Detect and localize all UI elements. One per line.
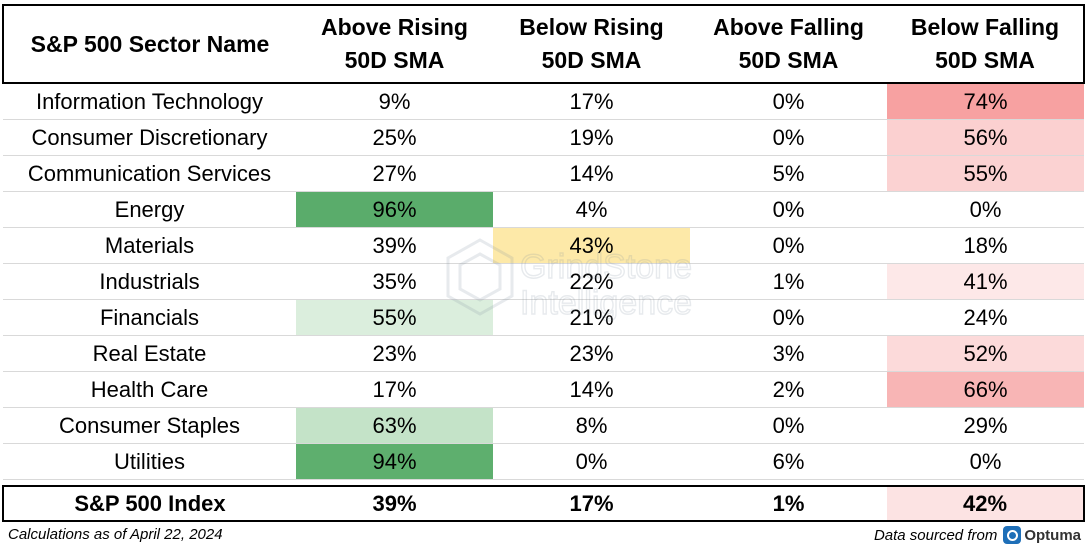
value-cell: 43% [493,227,690,264]
value-cell: 35% [296,263,493,300]
value-cell: 0% [887,443,1084,480]
table-row: Energy 96% 4% 0% 0% [3,191,1084,228]
value-cell: 5% [690,155,887,192]
value-cell: 66% [887,371,1084,408]
sector-name-cell: Industrials [3,263,296,300]
table-row: Consumer Discretionary 25% 19% 0% 56% [3,119,1084,156]
value-cell: 8% [493,407,690,444]
value-cell: 24% [887,299,1084,336]
column-header-line2: 50D SMA [738,47,839,73]
sector-name-cell: Communication Services [3,155,296,192]
value-cell: 18% [887,227,1084,264]
value-cell: 17% [493,485,690,522]
value-cell: 23% [493,335,690,372]
header-row: S&P 500 Sector Name Above Rising 50D SMA Be… [2,4,1085,84]
value-cell: 41% [887,263,1084,300]
column-header-4: Below Falling 50D SMA [887,4,1085,84]
value-cell: 63% [296,407,493,444]
table-row: Health Care 17% 14% 2% 66% [3,371,1084,408]
value-cell: 96% [296,191,493,228]
table-body: Information Technology 9% 17% 0% 74% Consumer… [2,83,1085,522]
column-header-line1: Below Falling [910,14,1060,40]
table-row: Materials 39% 43% 0% 18% [3,227,1084,264]
value-cell: 1% [690,263,887,300]
sector-name-cell: Consumer Staples [3,407,296,444]
value-cell: 0% [690,191,887,228]
value-cell: 0% [493,443,690,480]
value-cell: 19% [493,119,690,156]
value-cell: 56% [887,119,1084,156]
sector-name-cell: Energy [3,191,296,228]
column-header-line1: Above Falling [713,14,864,40]
column-header-line1: Below Rising [519,14,664,40]
footer: Calculations as of April 22, 2024 Data s… [4,526,1081,548]
sector-name-cell: Health Care [3,371,296,408]
sector-name-cell: Utilities [3,443,296,480]
value-cell: 0% [690,299,887,336]
value-cell: 0% [690,119,887,156]
value-cell: 39% [296,485,493,522]
value-cell: 39% [296,227,493,264]
value-cell: 55% [296,299,493,336]
sector-name-cell: Information Technology [3,83,296,120]
value-cell: 23% [296,335,493,372]
value-cell: 0% [690,407,887,444]
value-cell: 2% [690,371,887,408]
data-source-label: Data sourced from [873,526,998,544]
column-header-line1: S&P 500 Sector Name [30,30,270,57]
value-cell: 0% [690,227,887,264]
value-cell: 25% [296,119,493,156]
value-cell: 17% [493,83,690,120]
sector-name-cell: Materials [3,227,296,264]
value-cell: 74% [887,83,1084,120]
sector-name-cell: Consumer Discretionary [3,119,296,156]
column-header-2: Below Rising 50D SMA [493,4,690,84]
table-row: Consumer Staples 63% 8% 0% 29% [3,407,1084,444]
optuma-logo-icon [1003,526,1022,544]
value-cell: 22% [493,263,690,300]
value-cell: 42% [887,485,1085,522]
column-header-0: S&P 500 Sector Name [2,4,296,84]
column-header-3: Above Falling 50D SMA [690,4,887,84]
column-header-line2: 50D SMA [541,47,642,73]
value-cell: 3% [690,335,887,372]
column-header-line2: 50D SMA [344,47,445,73]
value-cell: 9% [296,83,493,120]
column-header-1: Above Rising 50D SMA [296,4,493,84]
data-source: Data sourced from Optuma [874,526,1081,544]
column-header-line2: 50D SMA [935,47,1035,73]
column-header-line1: Above Rising [321,14,468,40]
table-row: Information Technology 9% 17% 0% 74% [3,83,1084,120]
sector-table-container: S&P 500 Sector Name Above Rising 50D SMA Be… [2,4,1085,522]
sector-sma-table: S&P 500 Sector Name Above Rising 50D SMA Be… [2,4,1085,522]
value-cell: 17% [296,371,493,408]
table-header: S&P 500 Sector Name Above Rising 50D SMA Be… [2,4,1085,84]
value-cell: 14% [493,371,690,408]
value-cell: 6% [690,443,887,480]
value-cell: 29% [887,407,1084,444]
value-cell: 21% [493,299,690,336]
optuma-logo-text: Optuma [1024,526,1081,544]
value-cell: 55% [887,155,1084,192]
table-row: Real Estate 23% 23% 3% 52% [3,335,1084,372]
table-row: Communication Services 27% 14% 5% 55% [3,155,1084,192]
value-cell: 0% [690,83,887,120]
value-cell: 27% [296,155,493,192]
value-cell: 52% [887,335,1084,372]
optuma-logo: Optuma [1003,526,1081,544]
value-cell: 94% [296,443,493,480]
calculation-date-note: Calculations as of April 22, 2024 [8,526,223,543]
table-row: Financials 55% 21% 0% 24% [3,299,1084,336]
value-cell: 4% [493,191,690,228]
sector-name-cell: Real Estate [3,335,296,372]
total-row: S&P 500 Index 39% 17% 1% 42% [2,485,1085,522]
value-cell: 14% [493,155,690,192]
sector-name-cell: S&P 500 Index [2,485,296,522]
value-cell: 1% [690,485,887,522]
sector-name-cell: Financials [3,299,296,336]
table-row: Utilities 94% 0% 6% 0% [3,443,1084,480]
value-cell: 0% [887,191,1084,228]
table-row: Industrials 35% 22% 1% 41% [3,263,1084,300]
